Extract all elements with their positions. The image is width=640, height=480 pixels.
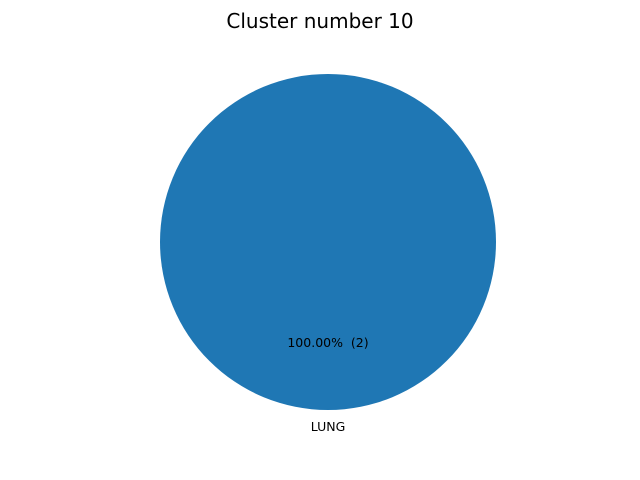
slice-percent-label: 100.00% (2) xyxy=(287,335,368,350)
pie-slices xyxy=(160,74,496,410)
pie-labels: LUNG 100.00% (2) xyxy=(287,335,368,434)
chart-title: Cluster number 10 xyxy=(226,9,413,33)
slice-label: LUNG xyxy=(311,419,346,434)
pie-slice-lung xyxy=(160,74,496,410)
